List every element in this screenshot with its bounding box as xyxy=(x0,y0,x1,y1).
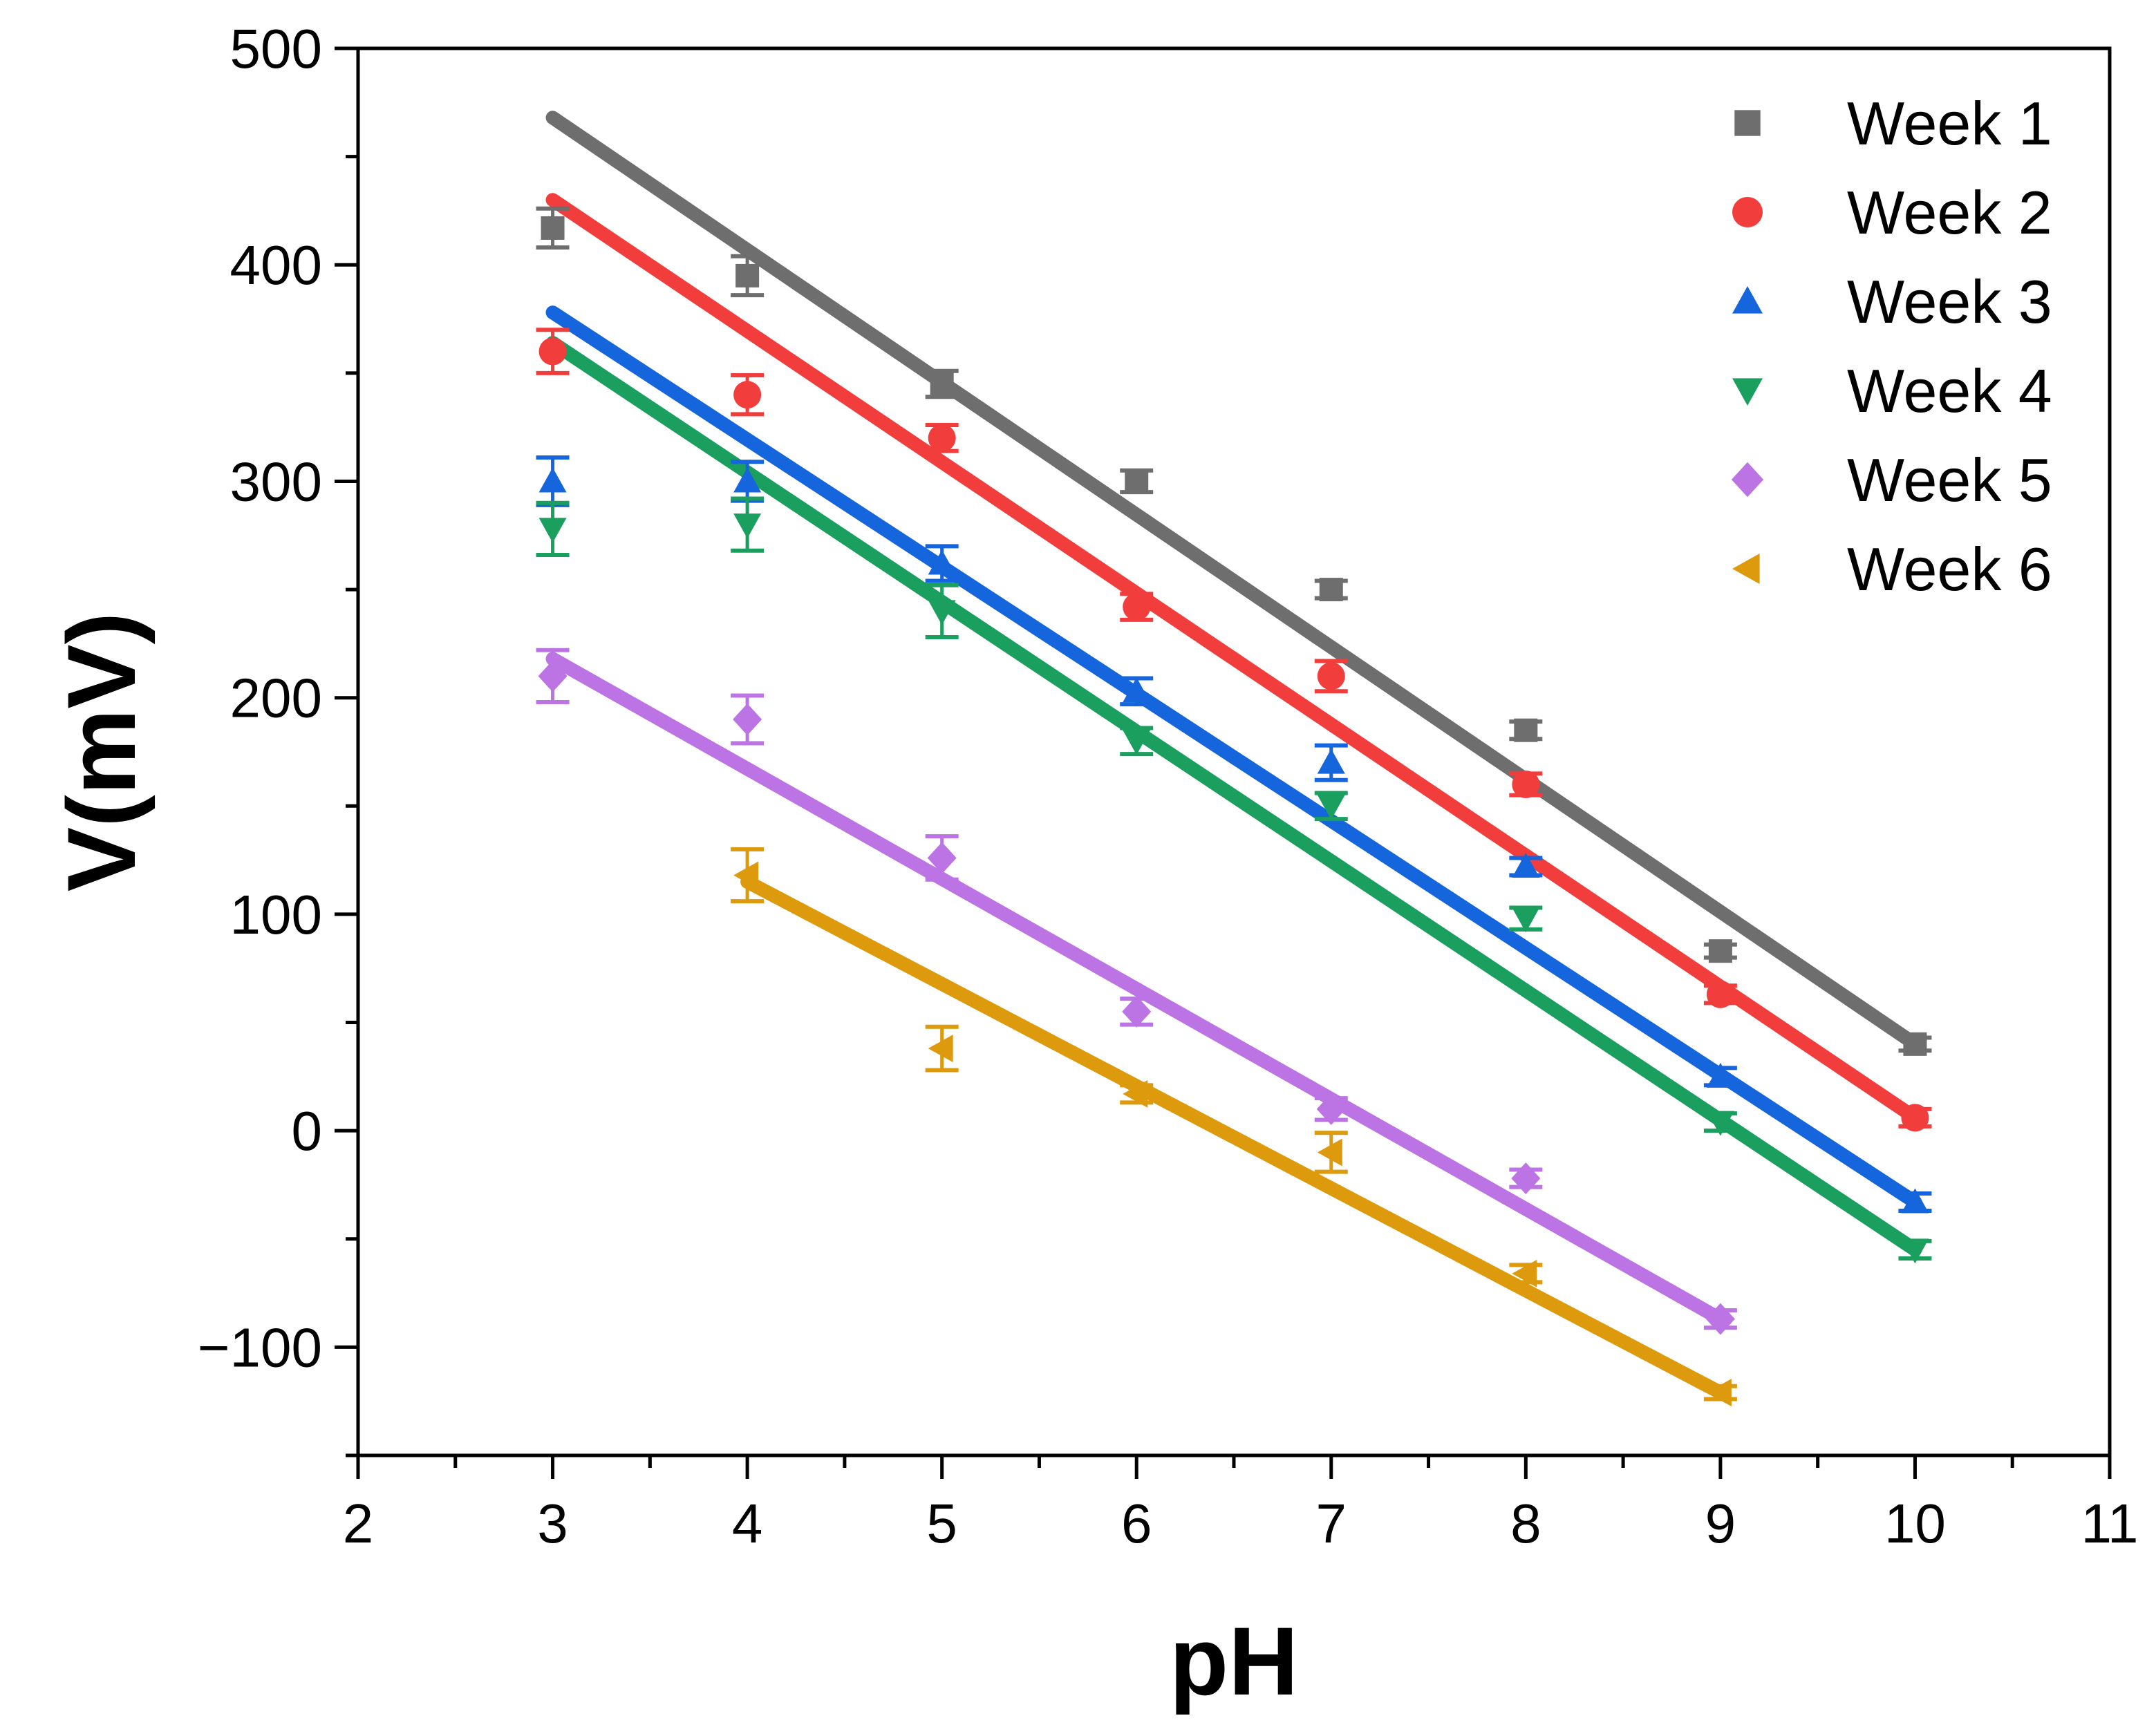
data-point xyxy=(928,424,956,452)
x-tick-label: 11 xyxy=(2081,1493,2138,1554)
x-tick-label: 5 xyxy=(926,1493,957,1554)
data-point xyxy=(733,861,759,889)
data-point xyxy=(538,518,567,543)
legend-label: Week 6 xyxy=(1847,535,2052,603)
data-point xyxy=(1123,1079,1148,1108)
fit-line xyxy=(545,111,1922,1051)
fit-line xyxy=(545,652,1727,1326)
data-point xyxy=(1706,1062,1734,1088)
legend-marker xyxy=(1732,197,1763,227)
data-point xyxy=(733,467,762,493)
data-markers xyxy=(538,216,1929,1407)
data-point xyxy=(1317,1138,1342,1167)
data-point xyxy=(1706,1379,1732,1407)
legend: Week 1 Week 2 Week 3 Week 4 Week 5 Week 6 xyxy=(1731,89,2052,603)
data-point xyxy=(1317,748,1345,774)
data-point xyxy=(1514,718,1538,742)
data-point xyxy=(928,1035,953,1063)
x-tick-label: 9 xyxy=(1705,1493,1736,1554)
legend-label: Week 1 xyxy=(1847,89,2052,158)
data-point xyxy=(930,372,954,396)
data-point xyxy=(928,549,956,575)
data-point xyxy=(1123,730,1151,755)
legend-marker xyxy=(1734,110,1761,136)
y-tick-label: 500 xyxy=(230,18,322,79)
data-point xyxy=(1125,469,1149,493)
data-point xyxy=(1316,1093,1346,1125)
y-axis: −100 0 100 200 300 400 500 xyxy=(198,18,358,1457)
data-point xyxy=(1511,1162,1541,1195)
data-point xyxy=(1706,1111,1734,1136)
x-tick-label: 8 xyxy=(1510,1493,1541,1554)
data-point xyxy=(1123,593,1151,621)
data-point xyxy=(1901,1238,1929,1264)
data-point xyxy=(1123,677,1151,703)
data-point xyxy=(1317,662,1345,690)
data-point xyxy=(1901,1104,1929,1132)
fit-line xyxy=(545,305,1922,1209)
data-point xyxy=(1512,770,1540,798)
data-point xyxy=(1122,995,1152,1028)
data-point xyxy=(1705,1303,1735,1335)
data-point xyxy=(538,467,567,493)
data-point xyxy=(1512,907,1540,933)
y-tick-label: 100 xyxy=(230,884,322,945)
x-tick-label: 3 xyxy=(537,1493,568,1554)
y-tick-label: −100 xyxy=(198,1317,322,1378)
data-point xyxy=(1512,1259,1537,1287)
legend-marker xyxy=(1732,378,1763,406)
fit-lines xyxy=(545,111,1922,1400)
legend-marker xyxy=(1732,286,1763,314)
legend-marker xyxy=(1731,462,1764,498)
data-point xyxy=(538,337,567,366)
data-point xyxy=(1708,939,1732,963)
y-axis-title: V(mV) xyxy=(47,612,156,891)
x-tick-label: 6 xyxy=(1121,1493,1152,1554)
x-tick-label: 10 xyxy=(1884,1493,1946,1554)
data-point xyxy=(541,216,565,240)
legend-label: Week 4 xyxy=(1847,357,2052,425)
data-point xyxy=(928,600,956,625)
legend-label: Week 3 xyxy=(1847,267,2052,336)
data-point xyxy=(733,381,762,409)
x-tick-label: 2 xyxy=(343,1493,374,1554)
legend-marker xyxy=(1732,554,1760,584)
legend-label: Week 2 xyxy=(1847,178,2052,247)
data-point xyxy=(1901,1188,1929,1214)
data-point xyxy=(733,513,762,539)
data-point xyxy=(538,660,568,692)
legend-label: Week 5 xyxy=(1847,446,2052,514)
data-point xyxy=(1319,578,1343,602)
fit-line xyxy=(545,193,1922,1125)
data-point xyxy=(1317,795,1345,820)
data-point xyxy=(1706,980,1734,1008)
x-tick-label: 7 xyxy=(1316,1493,1347,1554)
y-tick-label: 400 xyxy=(230,234,322,296)
y-tick-label: 300 xyxy=(230,451,322,512)
y-tick-label: 200 xyxy=(230,668,322,729)
fit-line xyxy=(545,335,1922,1257)
data-point xyxy=(733,704,762,736)
data-point xyxy=(927,842,957,874)
x-tick-label: 4 xyxy=(732,1493,763,1554)
fit-line xyxy=(740,874,1727,1400)
x-axis: 2 3 4 5 6 7 8 9 10 11 xyxy=(343,1455,2139,1554)
x-axis-title: pH xyxy=(1170,1607,1299,1715)
data-point xyxy=(1512,853,1540,878)
data-point xyxy=(735,263,760,287)
y-tick-label: 0 xyxy=(292,1100,323,1162)
data-point xyxy=(1903,1032,1927,1056)
